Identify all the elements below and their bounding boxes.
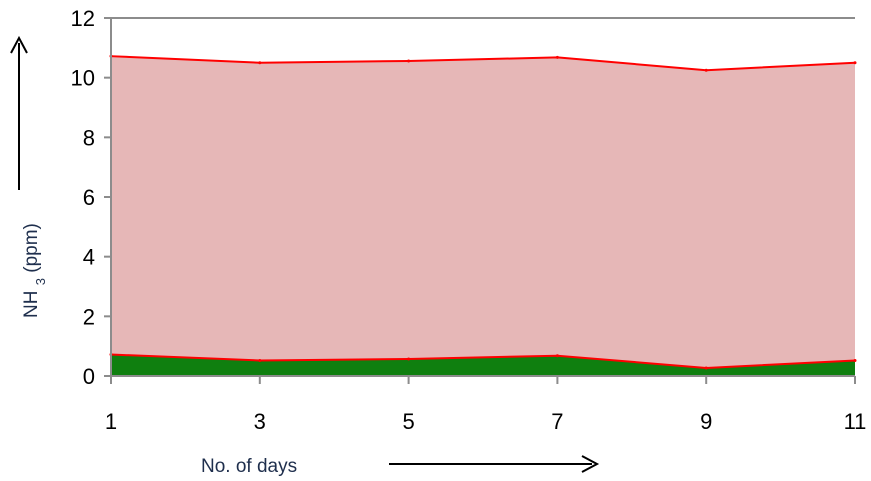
y-tick-label: 6 (83, 185, 95, 210)
y-tick-label: 8 (83, 125, 95, 150)
y-axis-title-suffix: (ppm) (21, 223, 42, 273)
lower-point (555, 354, 559, 358)
y-axis-title-subscript: 3 (33, 278, 48, 285)
upper-point (704, 68, 708, 72)
lower-point (407, 357, 411, 361)
x-tick-label: 9 (700, 409, 712, 434)
x-tick-label: 3 (254, 409, 266, 434)
upper-point (258, 61, 262, 65)
y-axis-title-prefix: NH (21, 291, 42, 318)
y-tick-label: 4 (83, 245, 95, 270)
lower-series-line (110, 353, 856, 369)
lower-point (853, 358, 857, 362)
x-tick-label: 11 (844, 409, 867, 434)
y-tick-label: 2 (83, 304, 95, 329)
x-tick-label: 1 (105, 409, 117, 434)
tick-labels: 0 2 4 6 8 10 12 1 3 5 7 9 11 (71, 6, 867, 434)
y-tick-label: 12 (71, 6, 95, 31)
lower-point (258, 358, 262, 362)
x-axis-title: No. of days (201, 456, 297, 477)
axis-titles: No. of days NH 3 (ppm) (21, 223, 297, 477)
x-tick-label: 5 (402, 409, 414, 434)
lower-area-fill (111, 354, 855, 376)
y-tick-label: 10 (71, 66, 95, 91)
upper-point (555, 55, 559, 59)
upper-point (853, 61, 857, 65)
upper-series-line (110, 55, 856, 72)
upper-point (407, 59, 411, 63)
y-axis-title: NH 3 (ppm) (21, 223, 48, 318)
x-tick-label: 7 (551, 409, 563, 434)
direction-arrows (10, 35, 600, 473)
axes (104, 17, 856, 384)
y-tick-label: 0 (83, 364, 95, 389)
lower-point (704, 366, 708, 370)
x-direction-arrow-head (581, 455, 600, 473)
upper-area-fill (111, 56, 855, 368)
y-direction-arrow-head (10, 35, 28, 54)
plot-area (109, 54, 857, 376)
